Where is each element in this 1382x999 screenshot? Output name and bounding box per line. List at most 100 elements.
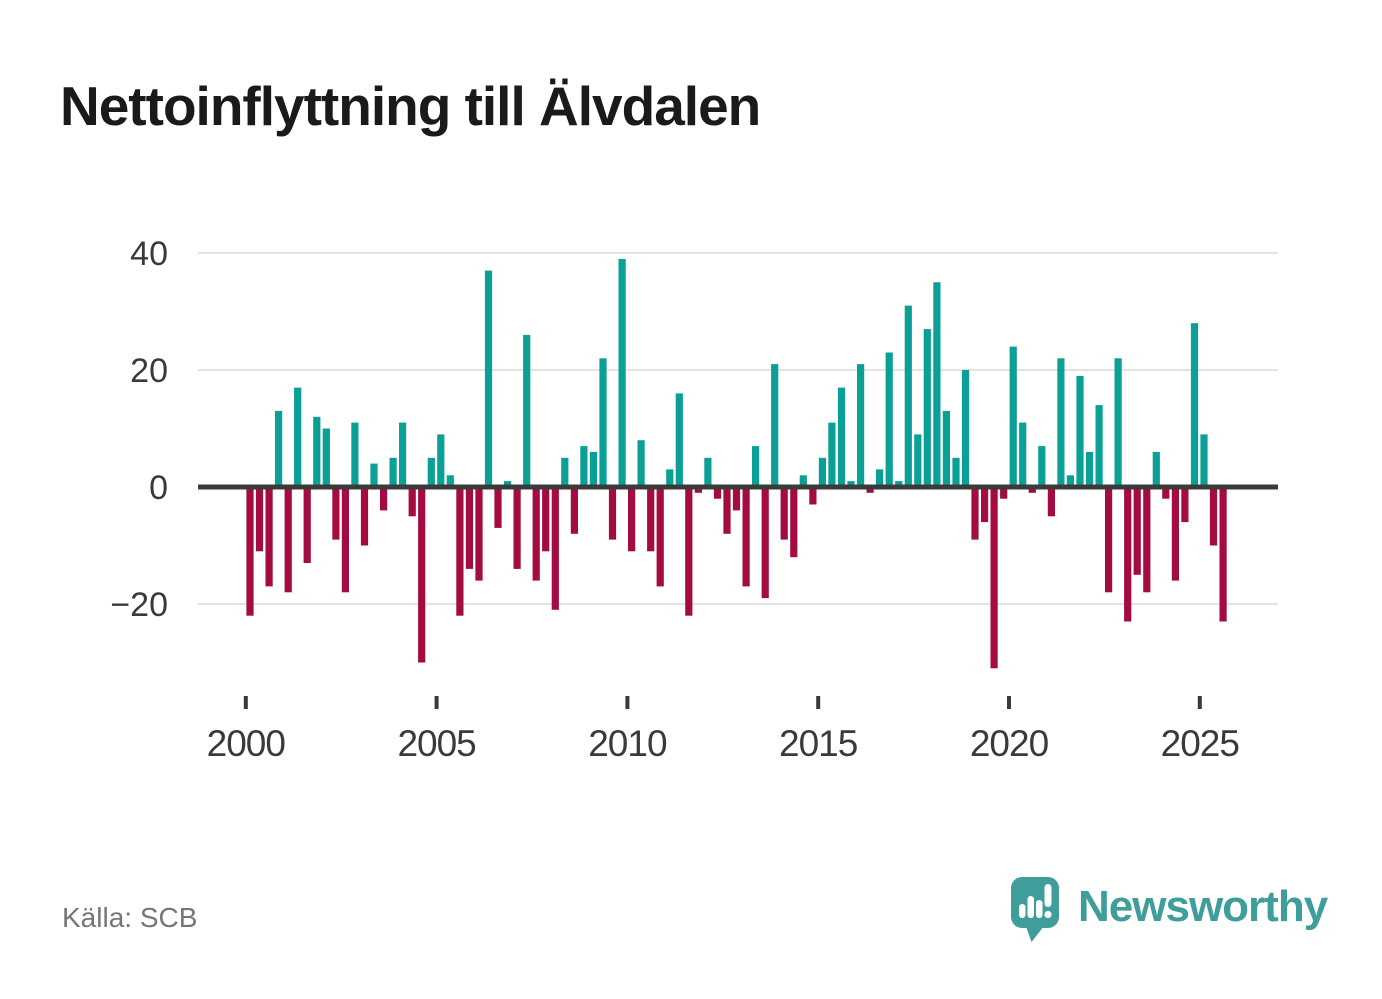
bar-2018Q3 (952, 457, 960, 488)
bar-2015Q2 (828, 422, 836, 487)
bar-2006Q1 (475, 487, 483, 581)
bar-2004Q4 (427, 457, 435, 488)
bar-2008Q1 (551, 487, 559, 610)
bar-2009Q2 (599, 358, 607, 487)
x-axis-label: 2025 (1161, 723, 1240, 764)
bar-2014Q1 (780, 487, 788, 540)
y-axis-label: 0 (149, 469, 168, 507)
bar-2013Q3 (761, 487, 769, 599)
bar-2018Q4 (961, 370, 970, 487)
bar-2016Q2 (866, 487, 874, 493)
newsworthy-logo-text: Newsworthy (1078, 882, 1328, 931)
bar-2022Q3 (1105, 487, 1113, 593)
bar-2000Q3 (265, 487, 273, 587)
bar-2020Q1 (1009, 346, 1017, 487)
bar-2015Q1 (818, 457, 826, 488)
bar-2025Q1 (1200, 434, 1208, 487)
bar-2014Q2 (790, 487, 798, 558)
bar-2005Q3 (456, 487, 464, 616)
bar-2017Q1 (895, 481, 903, 487)
bar-2020Q3 (1028, 487, 1036, 493)
bar-2004Q2 (408, 487, 416, 517)
page-title: Nettoinflyttning till Älvdalen (60, 75, 761, 137)
bar-2010Q1 (628, 487, 636, 552)
bar-2012Q2 (713, 487, 722, 499)
bar-2007Q2 (523, 334, 531, 487)
bar-2019Q1 (971, 487, 979, 540)
x-axis-label: 2005 (397, 723, 476, 764)
bar-2023Q4 (1152, 451, 1160, 487)
logo-exclamation-dot (1044, 910, 1052, 919)
bar-2024Q1 (1162, 487, 1170, 499)
bar-2012Q1 (704, 457, 712, 488)
source-label: Källa: SCB (62, 902, 198, 933)
bar-2012Q4 (732, 487, 741, 511)
bar-2009Q3 (608, 487, 617, 540)
bar-2020Q4 (1038, 446, 1046, 487)
bar-2022Q4 (1114, 358, 1122, 487)
bar-2015Q3 (837, 387, 846, 487)
bar-2011Q2 (675, 393, 683, 487)
newsworthy-logo: Newsworthy (1010, 876, 1328, 944)
bar-2020Q2 (1019, 422, 1027, 487)
bar-2002Q1 (322, 428, 330, 487)
bar-2019Q4 (1000, 487, 1008, 499)
bar-2021Q3 (1066, 475, 1074, 487)
bar-2004Q3 (418, 487, 426, 663)
bar-2013Q4 (771, 364, 779, 487)
bar-2011Q4 (694, 487, 702, 493)
bar-2010Q2 (637, 440, 645, 487)
bar-2011Q3 (685, 487, 693, 616)
bar-2005Q2 (446, 475, 454, 487)
bar-2024Q4 (1190, 323, 1199, 487)
bar-2010Q3 (647, 487, 655, 552)
bar-2001Q2 (294, 387, 302, 487)
logo-bar-small (1019, 904, 1026, 918)
bar-2008Q4 (580, 446, 588, 487)
bar-2016Q3 (876, 469, 884, 487)
bar-2023Q3 (1143, 487, 1151, 593)
logo-bar-medium (1036, 900, 1043, 918)
bar-2002Q4 (351, 422, 359, 487)
bar-2009Q4 (618, 258, 626, 487)
bar-2015Q4 (847, 481, 855, 487)
bar-2007Q4 (542, 487, 550, 552)
bar-2023Q2 (1133, 487, 1141, 575)
bar-2025Q2 (1209, 487, 1218, 546)
bar-2016Q1 (857, 364, 865, 487)
bar-2002Q2 (332, 487, 340, 540)
bar-2025Q3 (1219, 487, 1227, 622)
bar-2000Q1 (246, 487, 254, 616)
logo-bar-tall (1027, 896, 1034, 918)
bar-2017Q2 (904, 305, 912, 487)
x-axis-label: 2015 (779, 723, 858, 764)
bar-2017Q3 (914, 434, 922, 487)
bar-2005Q4 (465, 487, 473, 569)
bar-2007Q1 (513, 487, 521, 569)
bar-2003Q3 (380, 487, 388, 511)
bar-2000Q2 (255, 487, 264, 552)
bar-2019Q3 (990, 487, 998, 669)
bar-2003Q1 (360, 487, 369, 546)
bar-2021Q2 (1057, 358, 1065, 487)
bar-2001Q4 (313, 416, 321, 487)
bar-2003Q2 (370, 463, 378, 487)
bar-2000Q4 (275, 410, 283, 487)
bar-2006Q3 (494, 487, 502, 528)
bar-2013Q1 (742, 487, 750, 587)
newsworthy-logo-icon (1011, 877, 1059, 942)
bar-2014Q4 (809, 487, 817, 505)
bar-2021Q1 (1047, 487, 1055, 517)
y-axis-label: −20 (110, 586, 168, 624)
bar-2024Q3 (1181, 487, 1189, 523)
bar-2018Q2 (942, 410, 950, 487)
bar-2017Q4 (923, 329, 931, 487)
bar-2008Q3 (570, 487, 578, 534)
bar-2002Q3 (341, 487, 349, 593)
x-axis-label: 2010 (588, 723, 667, 764)
bar-2014Q3 (799, 475, 807, 487)
bar-2008Q2 (561, 457, 569, 488)
bar-2001Q1 (284, 487, 292, 593)
bar-2003Q4 (389, 457, 397, 488)
bar-2024Q2 (1171, 487, 1179, 581)
